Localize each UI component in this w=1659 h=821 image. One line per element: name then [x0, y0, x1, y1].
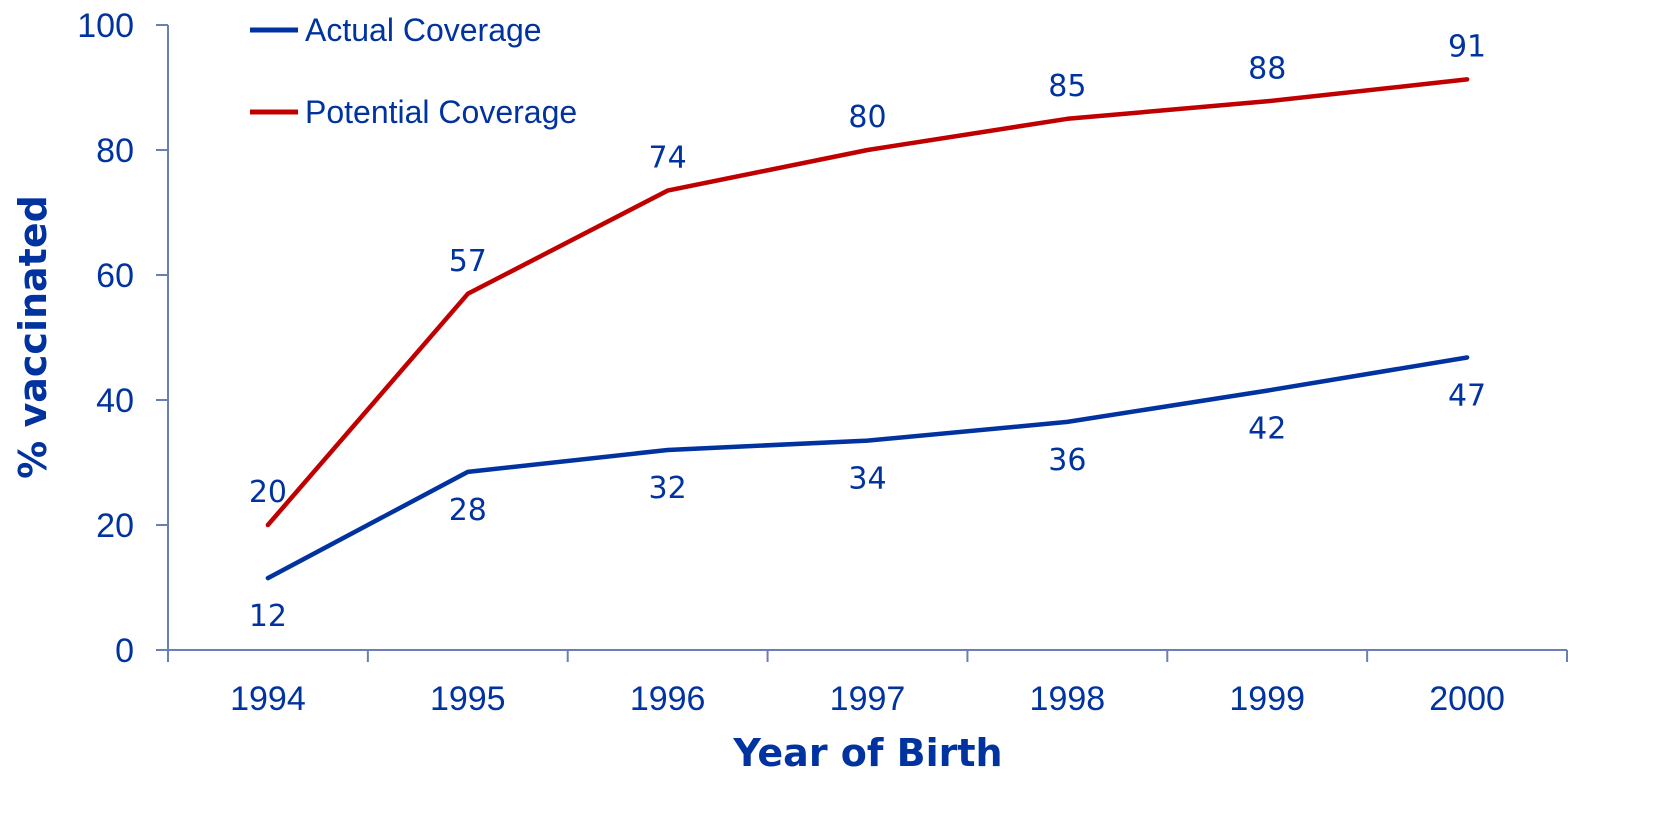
data-label: 80	[848, 100, 886, 135]
y-axis-title: % vaccinated	[11, 195, 55, 479]
x-tick-label: 1994	[230, 680, 306, 718]
y-tick-label: 0	[115, 632, 134, 670]
x-tick-label: 1995	[430, 680, 506, 718]
data-labels: 12 28 32 34 36 42 47 20 57 74 80 85 88 91	[249, 29, 1486, 634]
y-tick-label: 60	[96, 257, 134, 295]
data-label: 47	[1448, 379, 1486, 414]
series-lines	[265, 77, 1470, 581]
legend-label: Actual Coverage	[305, 12, 542, 48]
data-label: 42	[1248, 412, 1286, 447]
data-label: 57	[449, 244, 487, 279]
data-label: 20	[249, 475, 287, 510]
y-tick-label: 40	[96, 382, 134, 420]
x-tick-label: 1999	[1229, 680, 1305, 718]
series-line-potential	[265, 77, 1470, 528]
data-label: 85	[1048, 69, 1086, 104]
data-label: 88	[1248, 51, 1286, 86]
data-label: 32	[649, 471, 687, 506]
y-tick-label: 100	[77, 7, 134, 45]
axes: 0 20 40 60 80 100 1994 1995 1996 1997 1998 1999 2000	[77, 7, 1568, 718]
x-tick-label: 1996	[630, 680, 706, 718]
legend-label: Potential Coverage	[305, 94, 577, 130]
x-axis-title: Year of Birth	[732, 731, 1002, 775]
data-label: 28	[449, 493, 487, 528]
data-label: 91	[1448, 29, 1486, 64]
y-tick-label: 20	[96, 507, 134, 545]
data-label: 12	[249, 599, 287, 634]
series-line-actual	[265, 355, 1470, 581]
data-label: 74	[649, 141, 687, 176]
x-tick-label: 2000	[1429, 680, 1505, 718]
y-tick-label: 80	[96, 132, 134, 170]
x-tick-label: 1997	[830, 680, 906, 718]
data-label: 34	[848, 462, 886, 497]
x-tick-label: 1998	[1030, 680, 1106, 718]
legend: Actual Coverage Potential Coverage	[250, 12, 577, 130]
data-label: 36	[1048, 443, 1086, 478]
